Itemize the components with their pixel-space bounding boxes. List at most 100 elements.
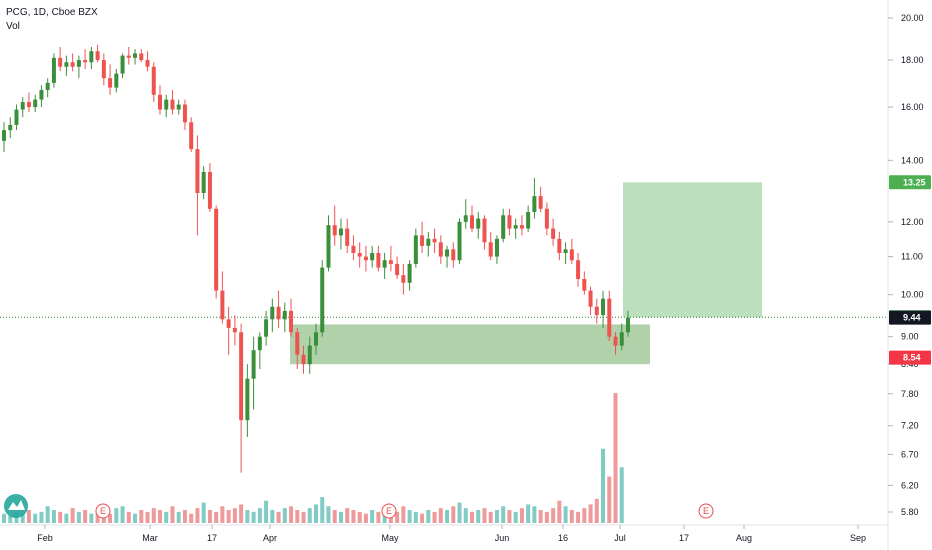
volume-bar [582, 508, 586, 523]
candle-body [121, 56, 125, 74]
volume-bar [283, 508, 287, 523]
candle-body [345, 229, 349, 246]
volume-bar [439, 508, 443, 523]
volume-bar [564, 506, 568, 523]
candle-body [8, 125, 12, 130]
candle-body [214, 209, 218, 291]
candle-body [576, 260, 580, 279]
volume-bar [64, 514, 68, 523]
volume-bar [489, 512, 493, 523]
candle-body [445, 249, 449, 256]
x-tick-label: Aug [736, 533, 752, 543]
volume-bar [482, 508, 486, 523]
candle-body [370, 253, 374, 260]
volume-bar [239, 504, 243, 523]
volume-bar [152, 508, 156, 523]
volume-bar [458, 503, 462, 523]
svg-text:13.25: 13.25 [903, 177, 926, 187]
volume-bar [195, 508, 199, 523]
volume-bar [545, 512, 549, 523]
earnings-marker[interactable]: E [382, 504, 396, 518]
demand-zone[interactable] [290, 324, 650, 364]
candle-body [133, 53, 137, 57]
candle-body [77, 60, 81, 67]
y-tick-label: 9.00 [901, 332, 919, 342]
volume-bar [557, 501, 561, 523]
candle-body [476, 219, 480, 229]
candle-body [570, 249, 574, 260]
candle-body [39, 90, 43, 100]
volume-bar [607, 477, 611, 523]
candle-body [601, 299, 605, 315]
earnings-marker[interactable]: E [699, 504, 713, 518]
volume-bar [601, 449, 605, 523]
svg-text:E: E [100, 506, 106, 516]
volume-bar [164, 512, 168, 523]
volume-bar [495, 510, 499, 523]
earnings-marker[interactable]: E [96, 504, 110, 518]
volume-bar [520, 508, 524, 523]
volume-bar [220, 506, 224, 523]
tradingview-logo-icon[interactable] [4, 494, 28, 518]
candle-body [14, 110, 18, 125]
x-tick-label: 16 [558, 533, 568, 543]
volume-bar [358, 512, 362, 523]
candle-body [289, 311, 293, 332]
candle-body [158, 95, 162, 110]
volume-bar [370, 510, 374, 523]
candle-body [152, 67, 156, 95]
volume-bar [133, 514, 137, 523]
target-zone[interactable] [623, 182, 762, 317]
volume-bar [570, 510, 574, 523]
volume-bar [507, 510, 511, 523]
volume-bar [208, 510, 212, 523]
volume-bar [364, 514, 368, 523]
x-tick-label: Feb [37, 533, 53, 543]
y-tick-label: 7.80 [901, 389, 919, 399]
volume-bar [451, 506, 455, 523]
candle-body [458, 222, 462, 260]
x-tick-label: Apr [263, 533, 277, 543]
candle-body [33, 100, 37, 107]
candle-body [83, 60, 87, 62]
volume-bar [83, 510, 87, 523]
candle-body [64, 62, 68, 66]
x-tick-label: Mar [142, 533, 158, 543]
volume-bar [289, 506, 293, 523]
candle-body [564, 249, 568, 253]
candle-body [495, 239, 499, 257]
volume-bar [320, 497, 324, 523]
candle-body [514, 225, 518, 228]
candle-body [595, 307, 599, 315]
candle-body [208, 172, 212, 209]
candle-body [607, 299, 611, 337]
candle-body [52, 58, 56, 83]
volume-bar [39, 512, 43, 523]
volume-bar [202, 503, 206, 523]
volume-bar [139, 510, 143, 523]
x-tick-label: Sep [850, 533, 866, 543]
volume-bar [2, 514, 6, 523]
candle-body [177, 105, 181, 110]
candle-body [270, 307, 274, 320]
volume-bar [589, 504, 593, 523]
volume-bar [314, 504, 318, 523]
x-tick-label: May [381, 533, 399, 543]
candle-body [420, 235, 424, 245]
candle-body [326, 225, 330, 267]
candle-body [433, 239, 437, 242]
price-label-target: 13.25 [889, 175, 931, 189]
candle-body [252, 350, 256, 379]
y-tick-label: 18.00 [901, 55, 924, 65]
candle-body [408, 264, 412, 283]
volume-bar [258, 508, 262, 523]
candle-body [426, 239, 430, 246]
candle-body [102, 60, 106, 78]
volume-bar [351, 510, 355, 523]
price-label-last: 9.44 [889, 311, 931, 325]
volume-bar [426, 510, 430, 523]
candle-body [308, 346, 312, 365]
candle-body [507, 215, 511, 228]
candle-body [114, 74, 118, 88]
